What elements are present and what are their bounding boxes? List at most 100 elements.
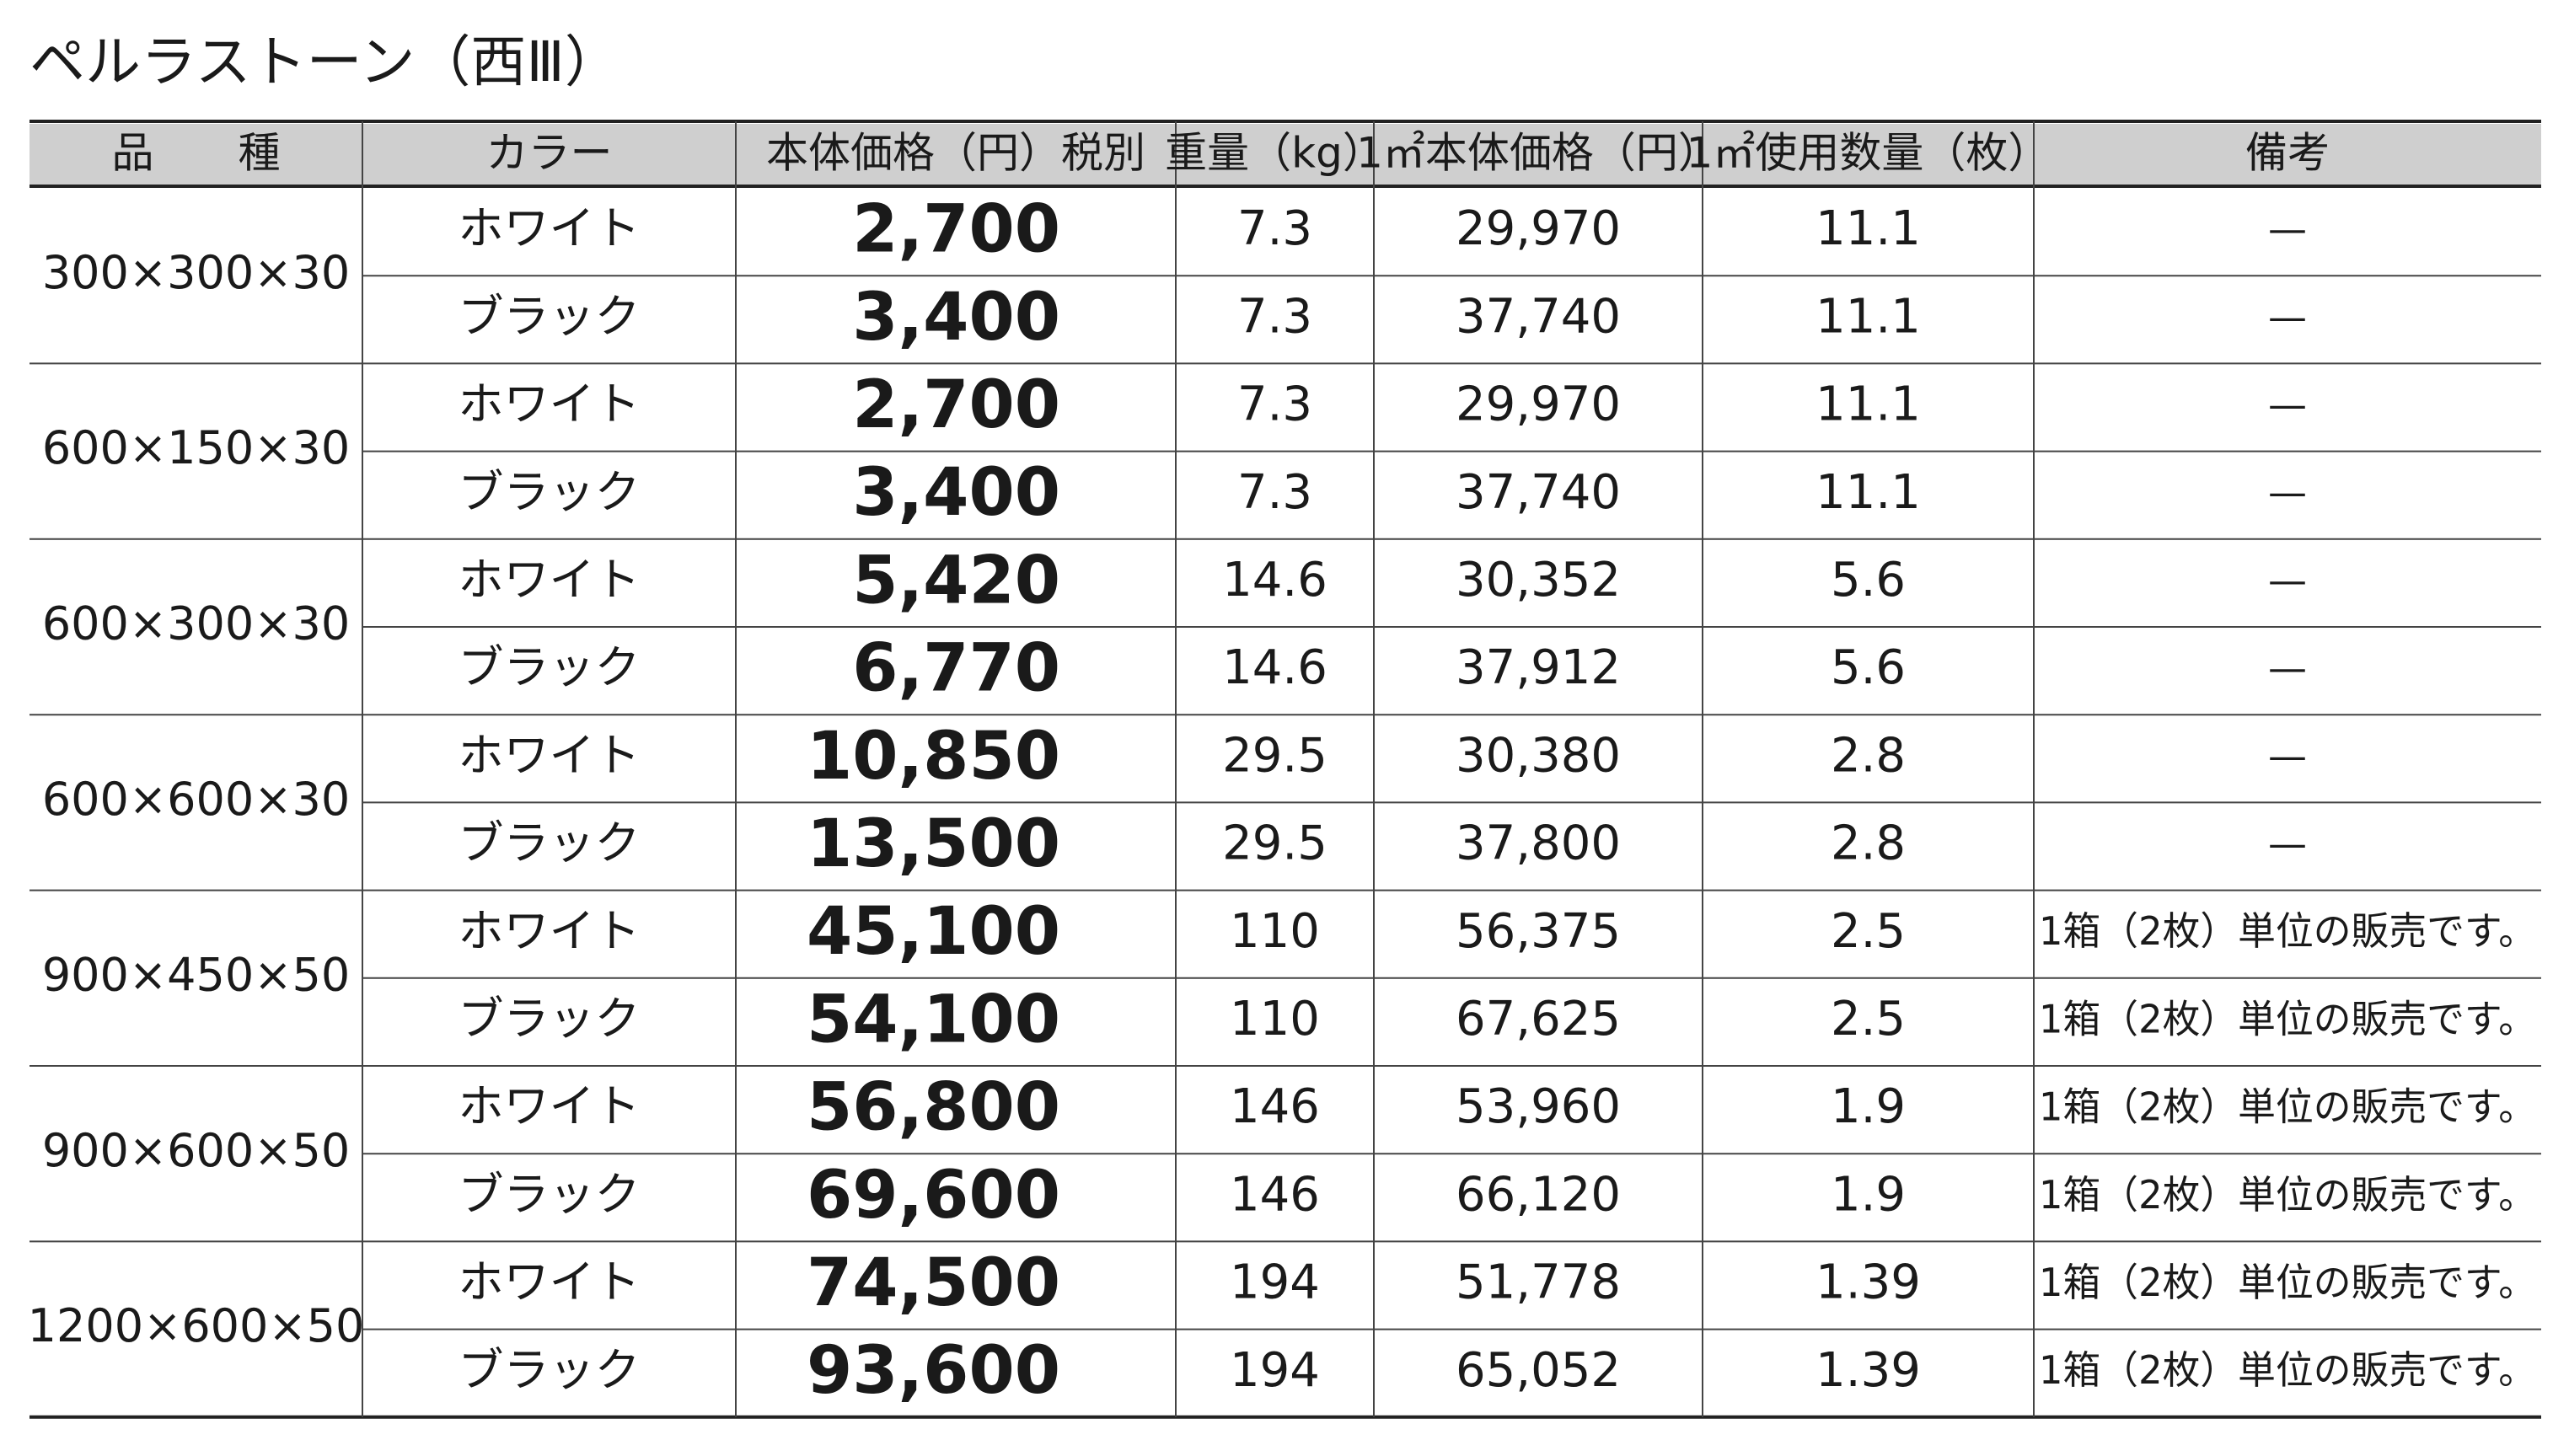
price-cell: 3,400 — [852, 280, 1060, 356]
weight-cell: 194 — [1230, 1343, 1320, 1398]
weight-cell: 14.6 — [1222, 640, 1327, 695]
note-cell: 1箱（2枚）単位の販売です。 — [2039, 996, 2536, 1041]
color-cell: ホワイト — [459, 1080, 641, 1133]
size-cell: 600×150×30 — [42, 421, 350, 474]
price-cell: 6,770 — [852, 631, 1060, 707]
color-cell: ホワイト — [459, 554, 641, 607]
price-cell: 2,700 — [852, 367, 1060, 443]
column-header: 備考 — [2245, 129, 2330, 178]
note-cell: 1箱（2枚）単位の販売です。 — [2039, 1084, 2536, 1130]
size-cell: 1200×600×50 — [28, 1299, 365, 1352]
color-cell: ホワイト — [459, 729, 641, 782]
unit-price-cell: 67,625 — [1456, 992, 1621, 1046]
column-header: カラー — [486, 129, 613, 178]
color-cell: ホワイト — [459, 904, 641, 957]
unit-price-cell: 30,352 — [1456, 553, 1621, 608]
unit-price-cell: 65,052 — [1456, 1343, 1621, 1398]
size-cell: 300×300×30 — [42, 246, 350, 299]
quantity-cell: 11.1 — [1815, 289, 1921, 344]
quantity-cell: 1.39 — [1815, 1343, 1921, 1398]
weight-cell: 194 — [1230, 1255, 1320, 1310]
quantity-cell: 1.39 — [1815, 1255, 1921, 1310]
size-cell: 600×300×30 — [42, 597, 350, 650]
color-cell: ホワイト — [459, 377, 641, 431]
color-cell: ホワイト — [459, 202, 641, 255]
price-cell: 74,500 — [807, 1245, 1060, 1321]
weight-cell: 29.5 — [1222, 728, 1327, 783]
note-cell: — — [2268, 821, 2307, 866]
size-cell: 600×600×30 — [42, 773, 350, 826]
color-cell: ホワイト — [459, 1255, 641, 1309]
quantity-cell: 11.1 — [1815, 465, 1921, 520]
unit-price-cell: 30,380 — [1456, 728, 1621, 783]
unit-price-cell: 37,740 — [1456, 289, 1621, 344]
price-cell: 13,500 — [807, 806, 1060, 882]
price-cell: 45,100 — [807, 894, 1060, 970]
price-cell: 3,400 — [852, 455, 1060, 531]
unit-price-cell: 51,778 — [1456, 1255, 1621, 1310]
price-cell: 10,850 — [807, 719, 1060, 795]
price-cell: 2,700 — [852, 192, 1060, 268]
weight-cell: 29.5 — [1222, 816, 1327, 871]
note-cell: — — [2268, 382, 2307, 427]
quantity-cell: 2.8 — [1831, 816, 1906, 871]
note-cell: — — [2268, 206, 2307, 252]
note-cell: 1箱（2枚）単位の販売です。 — [2039, 1260, 2536, 1305]
weight-cell: 7.3 — [1237, 377, 1312, 432]
weight-cell: 110 — [1230, 992, 1320, 1046]
color-cell: ブラック — [459, 290, 641, 343]
column-header: 品 種 — [112, 129, 281, 178]
quantity-cell: 11.1 — [1815, 201, 1921, 256]
weight-cell: 7.3 — [1237, 289, 1312, 344]
unit-price-cell: 37,740 — [1456, 465, 1621, 520]
note-cell: 1箱（2枚）単位の販売です。 — [2039, 1172, 2536, 1218]
color-cell: ブラック — [459, 641, 641, 694]
color-cell: ブラック — [459, 816, 641, 870]
weight-cell: 110 — [1230, 904, 1320, 959]
price-cell: 93,600 — [807, 1333, 1060, 1409]
unit-price-cell: 37,912 — [1456, 640, 1621, 695]
column-header: 重量（kg） — [1165, 129, 1385, 178]
price-cell: 5,420 — [852, 543, 1060, 618]
price-cell: 56,800 — [807, 1070, 1060, 1146]
quantity-cell: 1.9 — [1831, 1079, 1906, 1134]
unit-price-cell: 56,375 — [1456, 904, 1621, 959]
note-cell: — — [2268, 294, 2307, 340]
unit-price-cell: 66,120 — [1456, 1167, 1621, 1222]
price-cell: 69,600 — [807, 1158, 1060, 1234]
quantity-cell: 2.5 — [1831, 992, 1906, 1046]
note-cell: — — [2268, 557, 2307, 602]
size-cell: 900×600×50 — [42, 1124, 350, 1177]
note-cell: — — [2268, 645, 2307, 691]
note-cell: 1箱（2枚）単位の販売です。 — [2039, 908, 2536, 954]
quantity-cell: 2.8 — [1831, 728, 1906, 783]
color-cell: ブラック — [459, 1343, 641, 1396]
quantity-cell: 11.1 — [1815, 377, 1921, 432]
quantity-cell: 1.9 — [1831, 1167, 1906, 1222]
weight-cell: 7.3 — [1237, 201, 1312, 256]
column-header: 1㎡使用数量（枚） — [1687, 129, 2051, 178]
unit-price-cell: 29,970 — [1456, 201, 1621, 256]
note-cell: 1箱（2枚）単位の販売です。 — [2039, 1347, 2536, 1393]
unit-price-cell: 29,970 — [1456, 377, 1621, 432]
note-cell: — — [2268, 733, 2307, 779]
unit-price-cell: 53,960 — [1456, 1079, 1621, 1134]
header-bg — [29, 124, 2541, 185]
color-cell: ブラック — [459, 1168, 641, 1221]
size-cell: 900×450×50 — [42, 948, 350, 1001]
quantity-cell: 5.6 — [1831, 640, 1906, 695]
price-cell: 54,100 — [807, 982, 1060, 1057]
weight-cell: 146 — [1230, 1167, 1320, 1222]
weight-cell: 146 — [1230, 1079, 1320, 1134]
unit-price-cell: 37,800 — [1456, 816, 1621, 871]
column-header: 1㎡本体価格（円） — [1356, 129, 1720, 178]
title: ペルラストーン（西Ⅲ） — [29, 29, 620, 94]
color-cell: ブラック — [459, 465, 641, 518]
weight-cell: 7.3 — [1237, 465, 1312, 520]
weight-cell: 14.6 — [1222, 553, 1327, 608]
note-cell: — — [2268, 469, 2307, 515]
quantity-cell: 5.6 — [1831, 553, 1906, 608]
color-cell: ブラック — [459, 993, 641, 1046]
